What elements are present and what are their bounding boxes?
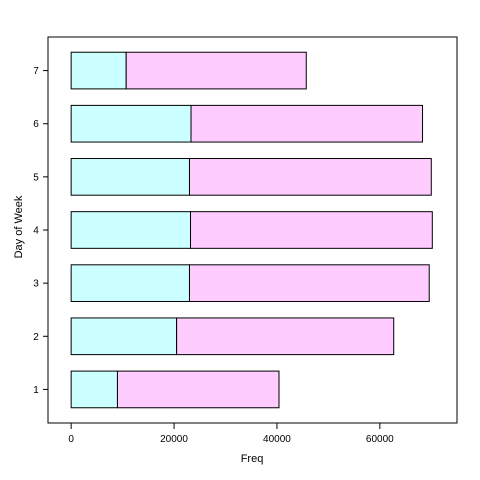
x-tick-label-0: 0 <box>68 434 74 445</box>
x-tick-label-40000: 40000 <box>263 434 291 445</box>
y-tick-label-4: 4 <box>33 226 39 237</box>
x-axis-label: Freq <box>241 453 264 465</box>
y-tick-label-7: 7 <box>33 66 39 77</box>
bar-day-7-series-2 <box>125 51 307 90</box>
x-tick-label-20000: 20000 <box>160 434 188 445</box>
x-axis: 0 20000 40000 60000 <box>68 423 394 445</box>
bar-day-5-series-2 <box>188 158 432 196</box>
bar-day-3-series-1 <box>70 264 190 302</box>
bar-day-1-series-2 <box>116 370 280 409</box>
bar-day-6-series-1 <box>70 104 192 143</box>
y-tick-label-3: 3 <box>33 279 39 290</box>
y-tick-label-6: 6 <box>33 119 39 130</box>
y-axis: 1 2 3 4 5 6 7 <box>33 66 48 396</box>
bar-day-7-series-1 <box>70 51 127 90</box>
x-tick-label-60000: 60000 <box>366 434 394 445</box>
bar-day-4-series-2 <box>190 211 433 249</box>
bars-group <box>70 51 433 409</box>
y-tick-label-2: 2 <box>33 332 39 343</box>
bar-day-3-series-2 <box>188 264 430 302</box>
bar-day-2-series-2 <box>176 317 395 356</box>
bar-day-2-series-1 <box>70 317 178 356</box>
bar-day-4-series-1 <box>70 211 192 249</box>
y-axis-label: Day of Week <box>13 195 25 258</box>
bar-day-5-series-1 <box>70 158 190 196</box>
y-tick-label-1: 1 <box>33 385 39 396</box>
bar-day-1-series-1 <box>70 370 118 409</box>
y-tick-label-5: 5 <box>33 172 39 183</box>
bar-day-6-series-2 <box>190 104 424 143</box>
